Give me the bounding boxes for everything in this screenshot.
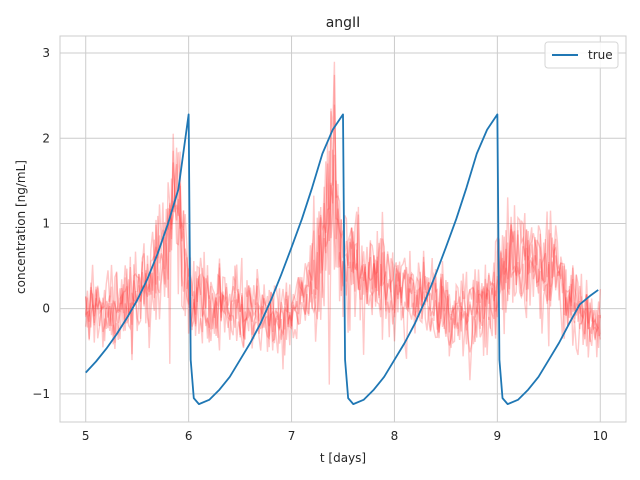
chart-title: angII — [326, 15, 361, 31]
noisy-series-trace — [85, 150, 601, 356]
x-tick-label: 6 — [185, 429, 193, 443]
y-axis-label: concentration [ng/mL] — [14, 160, 28, 294]
x-tick-label: 9 — [494, 429, 502, 443]
y-tick-label: −1 — [32, 387, 50, 401]
x-tick-label: 5 — [82, 429, 90, 443]
y-tick-label: 3 — [42, 46, 50, 60]
legend-label-true: true — [588, 48, 613, 62]
true-series — [85, 113, 599, 406]
noisy-series-trace — [85, 61, 601, 381]
noisy-series-trace — [85, 74, 601, 352]
legend: true — [544, 41, 619, 69]
y-tick-label: 0 — [42, 302, 50, 316]
true-series-line — [85, 113, 599, 406]
noisy-series-trace — [85, 104, 601, 370]
x-tick-label: 10 — [593, 429, 608, 443]
y-tick-label: 2 — [42, 131, 50, 145]
legend-box — [544, 41, 619, 69]
y-tick-label: 1 — [42, 216, 50, 230]
noisy-series-trace — [85, 147, 601, 385]
noisy-series — [85, 61, 601, 385]
y-ticks: −1 0 1 2 3 — [32, 46, 50, 401]
x-ticks: 5 6 7 8 9 10 — [82, 429, 608, 443]
plot-frame — [59, 35, 627, 423]
x-axis-label: t [days] — [320, 451, 366, 465]
noisy-series-trace — [85, 163, 601, 351]
x-tick-label: 7 — [288, 429, 296, 443]
x-tick-label: 8 — [391, 429, 399, 443]
